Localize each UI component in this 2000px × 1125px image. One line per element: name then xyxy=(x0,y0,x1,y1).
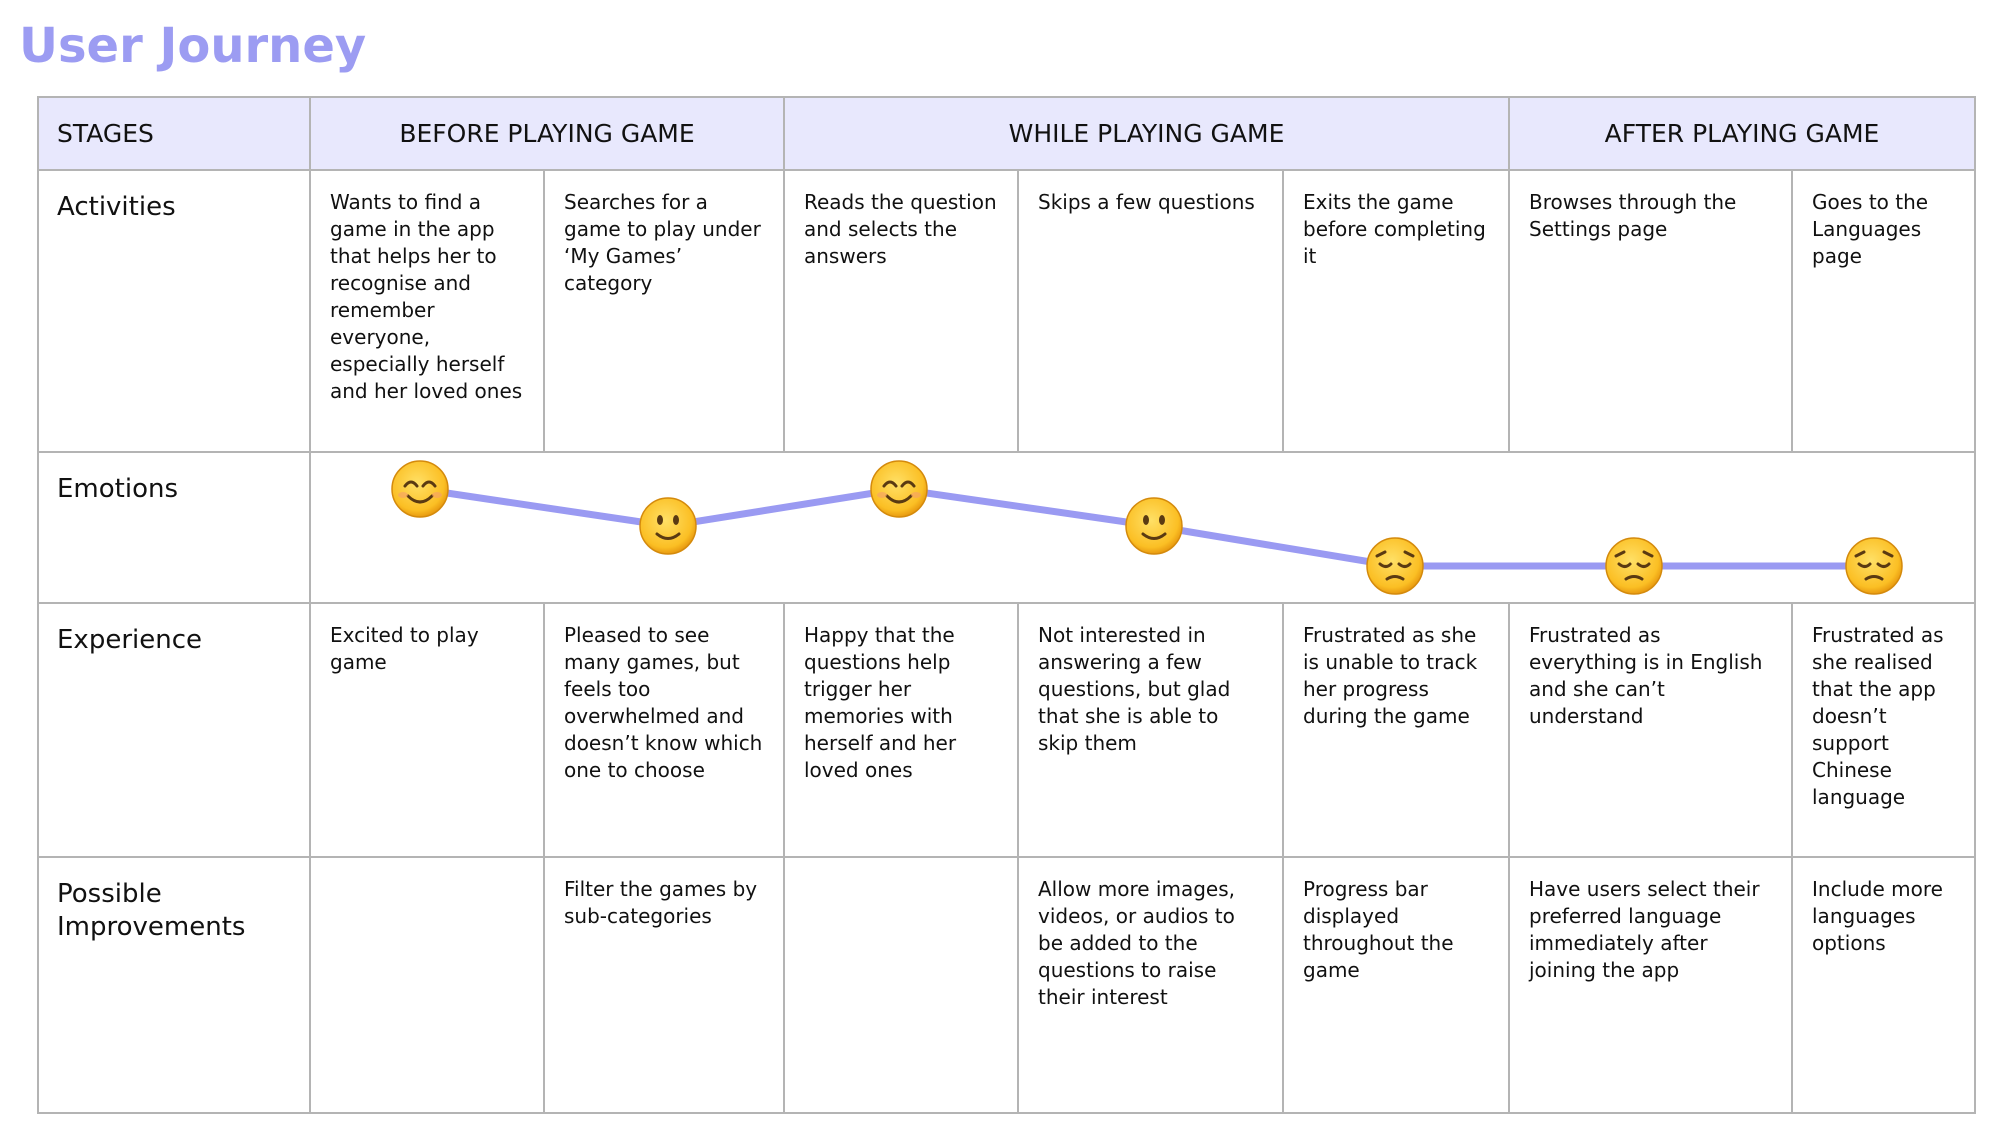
cell-text: Searches for a game to play under ‘My Ga… xyxy=(543,169,785,453)
row-label: Possible Improvements xyxy=(37,856,311,1114)
cell-text: Reads the question and selects the answe… xyxy=(783,169,1019,453)
blush xyxy=(398,492,408,498)
cell-text: Happy that the questions help trigger he… xyxy=(783,602,1019,858)
emoji-face xyxy=(870,460,928,518)
cell-text: Frustrated as she realised that the app … xyxy=(1791,602,1976,858)
blush xyxy=(877,492,887,498)
stages-header: STAGES xyxy=(37,96,311,171)
brow xyxy=(1614,550,1654,558)
mouth xyxy=(1385,575,1405,581)
eye xyxy=(403,480,437,488)
cell-text: Browses through the Settings page xyxy=(1508,169,1793,453)
cell-text: Wants to find a game in the app that hel… xyxy=(309,169,545,453)
cell-text: Excited to play game xyxy=(309,602,545,858)
eye xyxy=(1159,515,1165,525)
cell-text: Pleased to see many games, but feels too… xyxy=(543,602,785,858)
eye xyxy=(1378,562,1412,568)
brow xyxy=(1854,550,1894,558)
brow xyxy=(1375,550,1415,558)
eye xyxy=(1857,562,1891,568)
emoji-face xyxy=(1125,497,1183,555)
blush xyxy=(432,492,442,498)
mouth xyxy=(655,532,681,540)
cell-text: Not interested in answering a few questi… xyxy=(1017,602,1284,858)
mouth xyxy=(406,494,434,504)
cell-text: Have users select their preferred langua… xyxy=(1508,856,1793,1114)
emoji-face xyxy=(1845,537,1903,595)
emoji-face xyxy=(391,460,449,518)
eye xyxy=(882,480,916,488)
eye xyxy=(1617,562,1651,568)
blush xyxy=(911,492,921,498)
eye xyxy=(673,515,679,525)
eye xyxy=(657,515,663,525)
emoji-face xyxy=(1605,537,1663,595)
eye xyxy=(1143,515,1149,525)
emoji-face xyxy=(1366,537,1424,595)
mouth xyxy=(1624,575,1644,581)
emoji-face xyxy=(639,497,697,555)
mouth xyxy=(1864,575,1884,581)
cell-text: Filter the games by sub-categories xyxy=(543,856,785,1114)
cell-text: Include more languages options xyxy=(1791,856,1976,1114)
mouth xyxy=(1141,532,1167,540)
page-title: User Journey xyxy=(19,18,367,74)
mouth xyxy=(885,494,913,504)
cell-text: Frustrated as everything is in English a… xyxy=(1508,602,1793,858)
cell-text: Goes to the Languages page xyxy=(1791,169,1976,453)
